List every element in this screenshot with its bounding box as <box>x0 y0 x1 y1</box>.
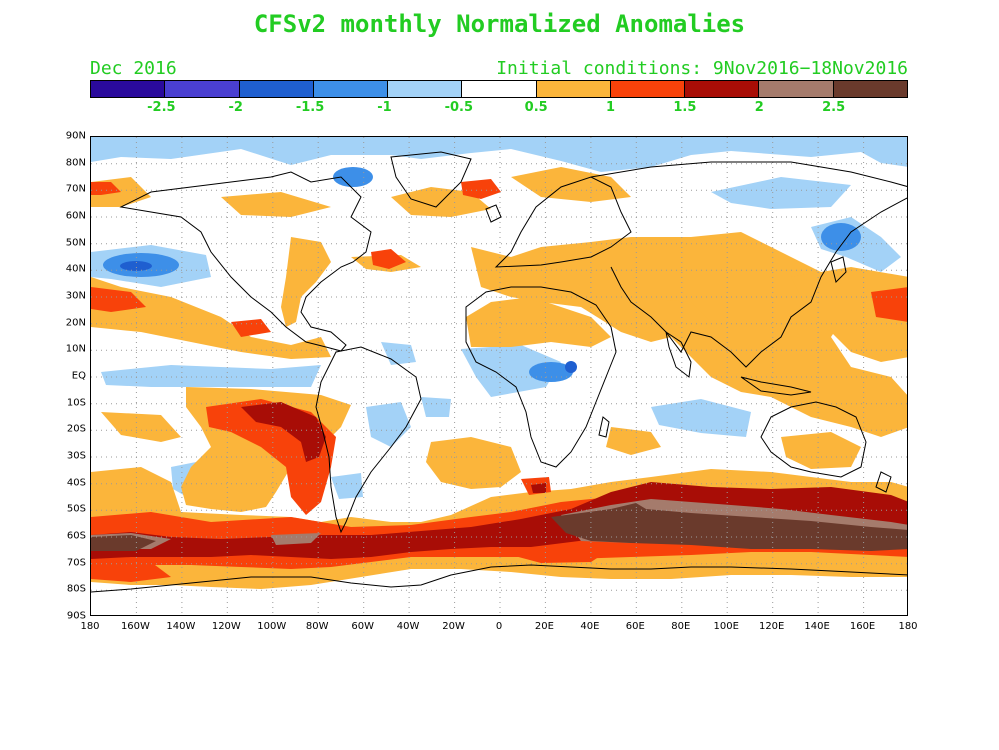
new-zealand-coast <box>875 471 892 493</box>
colorbar-swatch-3 <box>313 81 389 97</box>
latitude-label: 80S <box>66 583 86 595</box>
japan-coast <box>830 256 847 283</box>
latitude-label: 60S <box>66 530 86 542</box>
longitude-label: 180 <box>898 621 918 632</box>
colorbar <box>90 80 908 98</box>
longitude-label: 40E <box>580 621 600 632</box>
forecast-month: Dec 2016 <box>90 58 177 79</box>
madagascar-coast <box>598 416 610 438</box>
colorbar-label: -2 <box>228 100 243 115</box>
colorbar-swatch-5 <box>462 81 537 97</box>
initial-conditions: Initial conditions: 9Nov2016−18Nov2016 <box>496 58 908 79</box>
latitude-label: 50N <box>65 237 86 249</box>
longitude-label: 60W <box>351 621 374 632</box>
colorbar-label: 1 <box>606 100 616 115</box>
latitude-label: EQ <box>71 370 86 382</box>
australia-coast <box>760 401 867 478</box>
colorbar-swatch-7 <box>610 81 686 97</box>
latitude-label: 20S <box>66 423 86 435</box>
longitude-label: 40W <box>396 621 420 632</box>
longitude-label: 0 <box>495 621 503 632</box>
anomaly-brown <box>91 503 907 551</box>
latitude-label: 10N <box>65 343 86 355</box>
chart-title: CFSv2 monthly Normalized Anomalies <box>253 10 746 38</box>
longitude-label: 140W <box>166 621 196 632</box>
longitude-label: 60E <box>625 621 645 632</box>
colorbar-label: 2 <box>754 100 764 115</box>
latitude-label: 60N <box>65 210 86 222</box>
longitude-label: 120W <box>211 621 241 632</box>
africa-coast <box>465 286 617 468</box>
longitude-label: 120E <box>758 621 785 632</box>
south-america-coast <box>315 346 422 534</box>
colorbar-swatch-6 <box>536 81 611 97</box>
europe-coast <box>494 176 632 268</box>
map-grid <box>91 137 907 615</box>
greenland-coast <box>390 151 472 208</box>
map-canvas <box>91 137 907 615</box>
north-america-coast <box>119 171 372 352</box>
colorbar-swatch-1 <box>165 81 240 97</box>
indonesia-coast <box>740 376 812 396</box>
latitude-label: 20N <box>65 317 86 329</box>
longitude-label: 160W <box>120 621 150 632</box>
coastlines <box>91 151 907 593</box>
colorbar-swatch-4 <box>388 81 463 97</box>
longitude-label: 100E <box>713 621 739 632</box>
latitude-label: 30N <box>65 290 86 302</box>
colorbar-label: 1.5 <box>673 100 697 115</box>
latitude-label: 80N <box>65 157 86 169</box>
colorbar-swatch-10 <box>833 81 907 97</box>
latitude-label: 90S <box>66 610 86 622</box>
colorbar-swatch-0 <box>91 81 166 97</box>
india-coast <box>665 330 692 378</box>
colorbar-label: -0.5 <box>444 100 474 115</box>
longitude-label: 100W <box>257 621 287 632</box>
longitude-label: 140E <box>804 621 830 632</box>
longitude-label: 80E <box>671 621 691 632</box>
latitude-label: 70N <box>65 183 86 195</box>
latitude-label: 10S <box>66 397 86 409</box>
longitude-label: 20E <box>534 621 554 632</box>
colorbar-label: 0.5 <box>524 100 548 115</box>
uk-coast <box>485 204 502 223</box>
longitude-label: 160E <box>849 621 876 632</box>
colorbar-label: -1 <box>377 100 392 115</box>
anomaly-light-blue <box>91 137 907 529</box>
longitude-label: 180 <box>80 621 100 632</box>
latitude-label: 30S <box>66 450 86 462</box>
colorbar-swatch-8 <box>685 81 760 97</box>
colorbar-swatch-9 <box>759 81 834 97</box>
latitude-label: 90N <box>65 130 86 142</box>
longitude-label: 80W <box>305 621 329 632</box>
colorbar-label: 2.5 <box>822 100 846 115</box>
longitude-label: 20W <box>442 621 465 632</box>
latitude-label: 40N <box>65 263 86 275</box>
colorbar-label: -2.5 <box>147 100 176 115</box>
colorbar-labels: -2.5 -2 -1.5 -1 -0.5 0.5 1 1.5 2 2.5 <box>90 100 908 118</box>
colorbar-label: -1.5 <box>295 100 325 115</box>
antarctica-coast <box>91 564 907 593</box>
latitude-label: 50S <box>66 503 86 515</box>
asia-coast <box>590 161 907 368</box>
colorbar-swatch-2 <box>239 81 314 97</box>
anomaly-map <box>90 136 908 616</box>
latitude-label: 40S <box>66 477 86 489</box>
latitude-label: 70S <box>66 557 86 569</box>
